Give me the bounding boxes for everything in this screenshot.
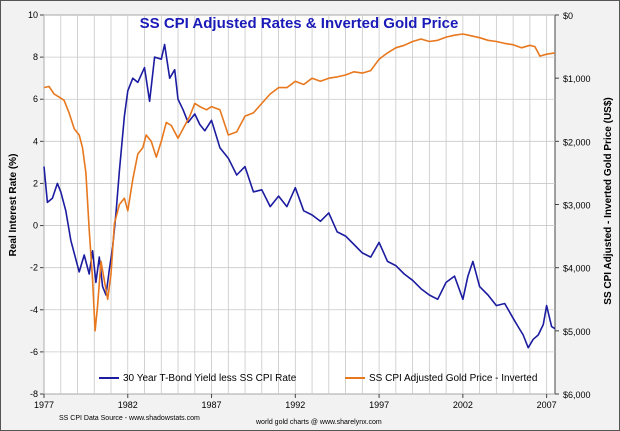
legend: 30 Year T-Bond Yield less SS CPI Rate SS… — [99, 373, 537, 384]
x-tick-label-3: 1992 — [285, 400, 305, 410]
y-tick-label-6: -2 — [30, 263, 38, 273]
y2-axis-label: SS CPI Adjusted - Inverted Gold Price (U… — [603, 97, 614, 304]
footer-source: SS CPI Data Source - www.shadowstats.com — [59, 415, 200, 422]
y-tick-label-9: -8 — [30, 389, 38, 399]
y2-tick-label-4: $4,000 — [563, 264, 591, 274]
series-line-0 — [43, 43, 556, 349]
x-tick-label-0: 1977 — [34, 400, 54, 410]
y2-tick-label-5: $5,000 — [563, 327, 591, 337]
y2-tick-label-0: $0 — [563, 11, 573, 21]
y-tick-label-5: 0 — [33, 221, 38, 231]
y-tick-label-1: 8 — [33, 52, 38, 62]
plot-area — [43, 14, 556, 395]
x-tick-label-6: 2007 — [537, 400, 557, 410]
y2-tick-label-1: $1,000 — [563, 74, 591, 84]
x-tick-label-1: 1982 — [118, 400, 138, 410]
footer-credit: world gold charts @ www.sharelynx.com — [255, 419, 382, 426]
y-tick-label-7: -4 — [30, 305, 38, 315]
y-tick-label-8: -6 — [30, 347, 38, 357]
y-tick-label-2: 6 — [33, 94, 38, 104]
y2-tick-label-6: $6,000 — [563, 390, 591, 400]
y2-tick-label-3: $3,000 — [563, 201, 591, 211]
x-tick-label-4: 1997 — [369, 400, 389, 410]
chart-title: SS CPI Adjusted Rates & Inverted Gold Pr… — [140, 15, 459, 32]
y-tick-label-0: 10 — [28, 10, 38, 20]
y-axis-label: Real Interest Rate (%) — [8, 154, 19, 257]
y2-tick-label-2: $2,000 — [563, 137, 591, 147]
legend-label-series-1: SS CPI Adjusted Gold Price - Inverted — [369, 373, 537, 384]
x-tick-label-5: 2002 — [453, 400, 473, 410]
x-tick-label-2: 1987 — [202, 400, 222, 410]
series-line-1 — [43, 33, 556, 332]
y-tick-label-3: 4 — [33, 136, 38, 146]
grid-lines — [40, 14, 559, 398]
legend-label-series-0: 30 Year T-Bond Yield less SS CPI Rate — [123, 373, 297, 384]
y-tick-label-4: 2 — [33, 178, 38, 188]
series-lines — [43, 33, 556, 349]
tick-labels: 10 8 6 4 2 0 -2 -4 -6 -8 $0 $1,000 $2,000 $3,000 $4,00… — [28, 10, 591, 410]
